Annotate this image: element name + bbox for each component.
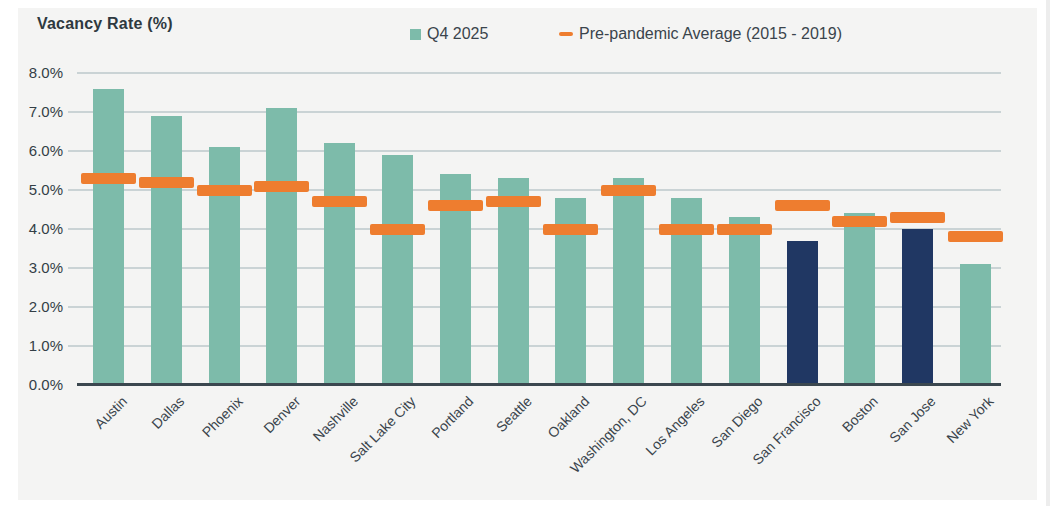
pre-pandemic-marker-san-diego <box>717 224 772 235</box>
legend-label-pre-pandemic-average: Pre-pandemic Average (2015 - 2019) <box>579 25 842 43</box>
x-axis-label-dallas: Dallas <box>149 393 188 432</box>
x-axis-label-seattle: Seattle <box>492 393 534 435</box>
legend-item-q4-2025[interactable]: Q4 2025 <box>410 25 488 43</box>
x-axis-labels: AustinDallasPhoenixDenverNashvilleSalt L… <box>77 393 1001 500</box>
y-axis-tick <box>68 267 77 269</box>
x-axis-label-portland: Portland <box>428 393 476 441</box>
pre-pandemic-marker-washington-dc <box>601 185 656 196</box>
pre-pandemic-marker-san-francisco <box>775 200 830 211</box>
y-axis-label: 1.0% <box>18 337 63 355</box>
y-axis-tick <box>68 228 77 230</box>
y-axis-tick <box>68 111 77 113</box>
bar-seattle <box>498 178 529 385</box>
bar-new-york <box>960 264 991 385</box>
y-axis-label: 0.0% <box>18 376 63 394</box>
pre-pandemic-marker-san-jose <box>890 212 945 223</box>
legend-item-pre-pandemic-average[interactable]: Pre-pandemic Average (2015 - 2019) <box>559 25 842 43</box>
pre-pandemic-marker-denver <box>254 181 309 192</box>
y-axis-tick <box>68 345 77 347</box>
legend-label-q4-2025: Q4 2025 <box>427 25 488 43</box>
pre-pandemic-marker-portland <box>428 200 483 211</box>
pre-pandemic-marker-phoenix <box>197 185 252 196</box>
bar-san-francisco <box>787 241 818 385</box>
pre-pandemic-marker-seattle <box>486 196 541 207</box>
x-axis-label-los-angeles: Los Angeles <box>643 393 708 458</box>
x-axis-label-new-york: New York <box>944 393 997 446</box>
y-axis-label: 2.0% <box>18 298 63 316</box>
pre-pandemic-marker-new-york <box>948 231 1003 242</box>
bar-washington-dc <box>613 178 644 385</box>
page-edge-strip <box>1046 0 1050 506</box>
bar-dallas <box>151 116 182 385</box>
y-axis-label: 5.0% <box>18 181 63 199</box>
bar-san-diego <box>729 217 760 385</box>
legend-dash-icon <box>559 32 573 36</box>
bar-nashville <box>324 143 355 385</box>
x-axis-line <box>77 383 1001 386</box>
x-axis-label-nashville: Nashville <box>310 393 361 444</box>
y-axis-label: 4.0% <box>18 220 63 238</box>
x-axis-label-austin: Austin <box>91 393 130 432</box>
plot-area <box>77 73 1001 385</box>
legend-square-icon <box>410 29 421 40</box>
pre-pandemic-marker-salt-lake-city <box>370 224 425 235</box>
pre-pandemic-marker-oakland <box>543 224 598 235</box>
y-axis-label: 8.0% <box>18 64 63 82</box>
y-axis-tick <box>68 306 77 308</box>
x-axis-label-oakland: Oakland <box>544 393 592 441</box>
pre-pandemic-marker-los-angeles <box>659 224 714 235</box>
y-axis-tick <box>68 150 77 152</box>
bar-austin <box>93 89 124 385</box>
bar-salt-lake-city <box>382 155 413 385</box>
bar-denver <box>266 108 297 385</box>
pre-pandemic-marker-nashville <box>312 196 367 207</box>
y-axis-tick <box>68 189 77 191</box>
x-axis-label-phoenix: Phoenix <box>198 393 245 440</box>
y-axis-label: 3.0% <box>18 259 63 277</box>
x-axis-label-denver: Denver <box>260 393 303 436</box>
gridline <box>77 72 1001 74</box>
chart-card: Vacancy Rate (%) Q4 2025 Pre-pandemic Av… <box>18 8 1037 500</box>
x-axis-label-san-diego: San Diego <box>708 393 766 451</box>
y-axis-labels: 8.0% 7.0% 6.0% 5.0% 4.0% 3.0% 2.0% 1.0% 0.0% <box>18 8 63 408</box>
x-axis-label-san-jose: San Jose <box>886 393 939 446</box>
pre-pandemic-marker-austin <box>81 173 136 184</box>
bar-phoenix <box>209 147 240 385</box>
y-axis-label: 6.0% <box>18 142 63 160</box>
pre-pandemic-marker-boston <box>832 216 887 227</box>
bar-boston <box>844 213 875 385</box>
bar-san-jose <box>902 229 933 385</box>
pre-pandemic-marker-dallas <box>139 177 194 188</box>
y-axis-label: 7.0% <box>18 103 63 121</box>
x-axis-label-boston: Boston <box>839 393 881 435</box>
gridline <box>77 111 1001 113</box>
